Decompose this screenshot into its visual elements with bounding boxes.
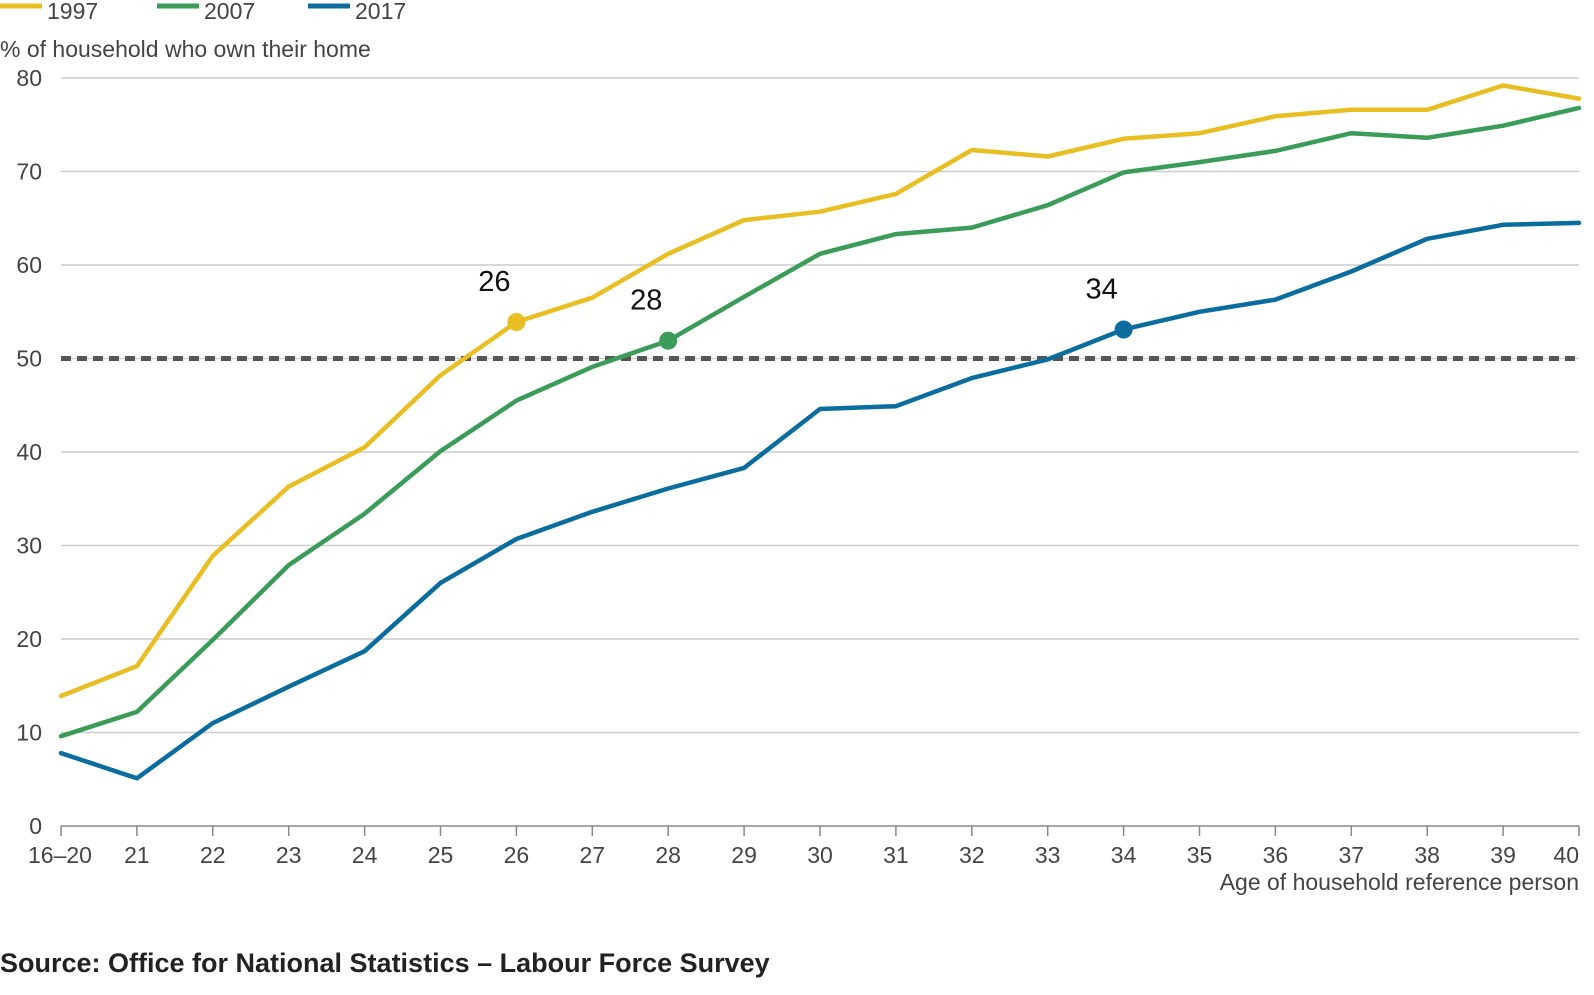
x-tick-label-17: 37 [1339, 842, 1365, 868]
x-tick-label-15: 35 [1187, 842, 1213, 868]
y-tick-label-0: 0 [29, 813, 42, 839]
y-axis-ticks: 0 10 20 30 40 50 60 70 80 [16, 65, 42, 839]
x-tick-label-9: 29 [731, 842, 757, 868]
annotation-label-28: 28 [630, 285, 662, 317]
annotation-label-34: 34 [1085, 274, 1117, 306]
annotations: 26 28 34 [478, 266, 1133, 350]
y-tick-label-50: 50 [16, 346, 42, 372]
x-tick-label-7: 27 [580, 842, 606, 868]
x-tick-label-14: 34 [1111, 842, 1137, 868]
annotation-marker-26 [507, 313, 526, 332]
annotation-label-26: 26 [478, 266, 510, 298]
y-tick-label-40: 40 [16, 439, 42, 465]
gridlines [61, 77, 1579, 734]
x-tick-label-2: 22 [200, 842, 226, 868]
y-tick-label-80: 80 [16, 65, 42, 91]
x-tick-label-3: 23 [276, 842, 302, 868]
y-axis-label: % of household who own their home [0, 36, 371, 62]
x-tick-label-6: 26 [504, 842, 530, 868]
x-tick-label-5: 25 [428, 842, 454, 868]
annotation-marker-34 [1114, 320, 1133, 339]
x-tick-label-8: 28 [655, 842, 681, 868]
x-axis-label: Age of household reference person [1220, 869, 1579, 895]
legend-label-2017: 2017 [355, 0, 406, 24]
x-tick-label-11: 31 [883, 842, 909, 868]
x-tick-label-4: 24 [352, 842, 378, 868]
source-note: Source: Office for National Statistics –… [0, 948, 770, 978]
series-line-1997 [58, 83, 1582, 699]
y-tick-label-30: 30 [16, 533, 42, 559]
y-tick-label-60: 60 [16, 252, 42, 278]
x-tick-label-10: 30 [807, 842, 833, 868]
x-tick-label-0: 16–20 [28, 842, 92, 868]
series-lines [58, 83, 1582, 781]
legend-label-2007: 2007 [204, 0, 255, 24]
y-tick-label-20: 20 [16, 626, 42, 652]
x-tick-label-12: 32 [959, 842, 985, 868]
annotation-marker-28 [659, 331, 678, 350]
y-tick-label-70: 70 [16, 159, 42, 185]
x-tick-label-18: 38 [1414, 842, 1440, 868]
y-tick-label-10: 10 [16, 720, 42, 746]
x-tick-label-1: 21 [124, 842, 150, 868]
x-tick-label-19: 39 [1490, 842, 1516, 868]
legend: 1997 2007 2017 [0, 0, 406, 24]
x-tick-label-20: 40 [1553, 842, 1579, 868]
x-axis: 16–20 21 22 23 24 25 26 27 28 29 30 31 32 33 34 35 36 37 3… [28, 825, 1580, 868]
series-line-2007 [58, 105, 1582, 739]
legend-label-1997: 1997 [47, 0, 98, 24]
x-tick-label-16: 36 [1263, 842, 1289, 868]
series-line-2017 [58, 220, 1582, 781]
x-tick-label-13: 33 [1035, 842, 1061, 868]
